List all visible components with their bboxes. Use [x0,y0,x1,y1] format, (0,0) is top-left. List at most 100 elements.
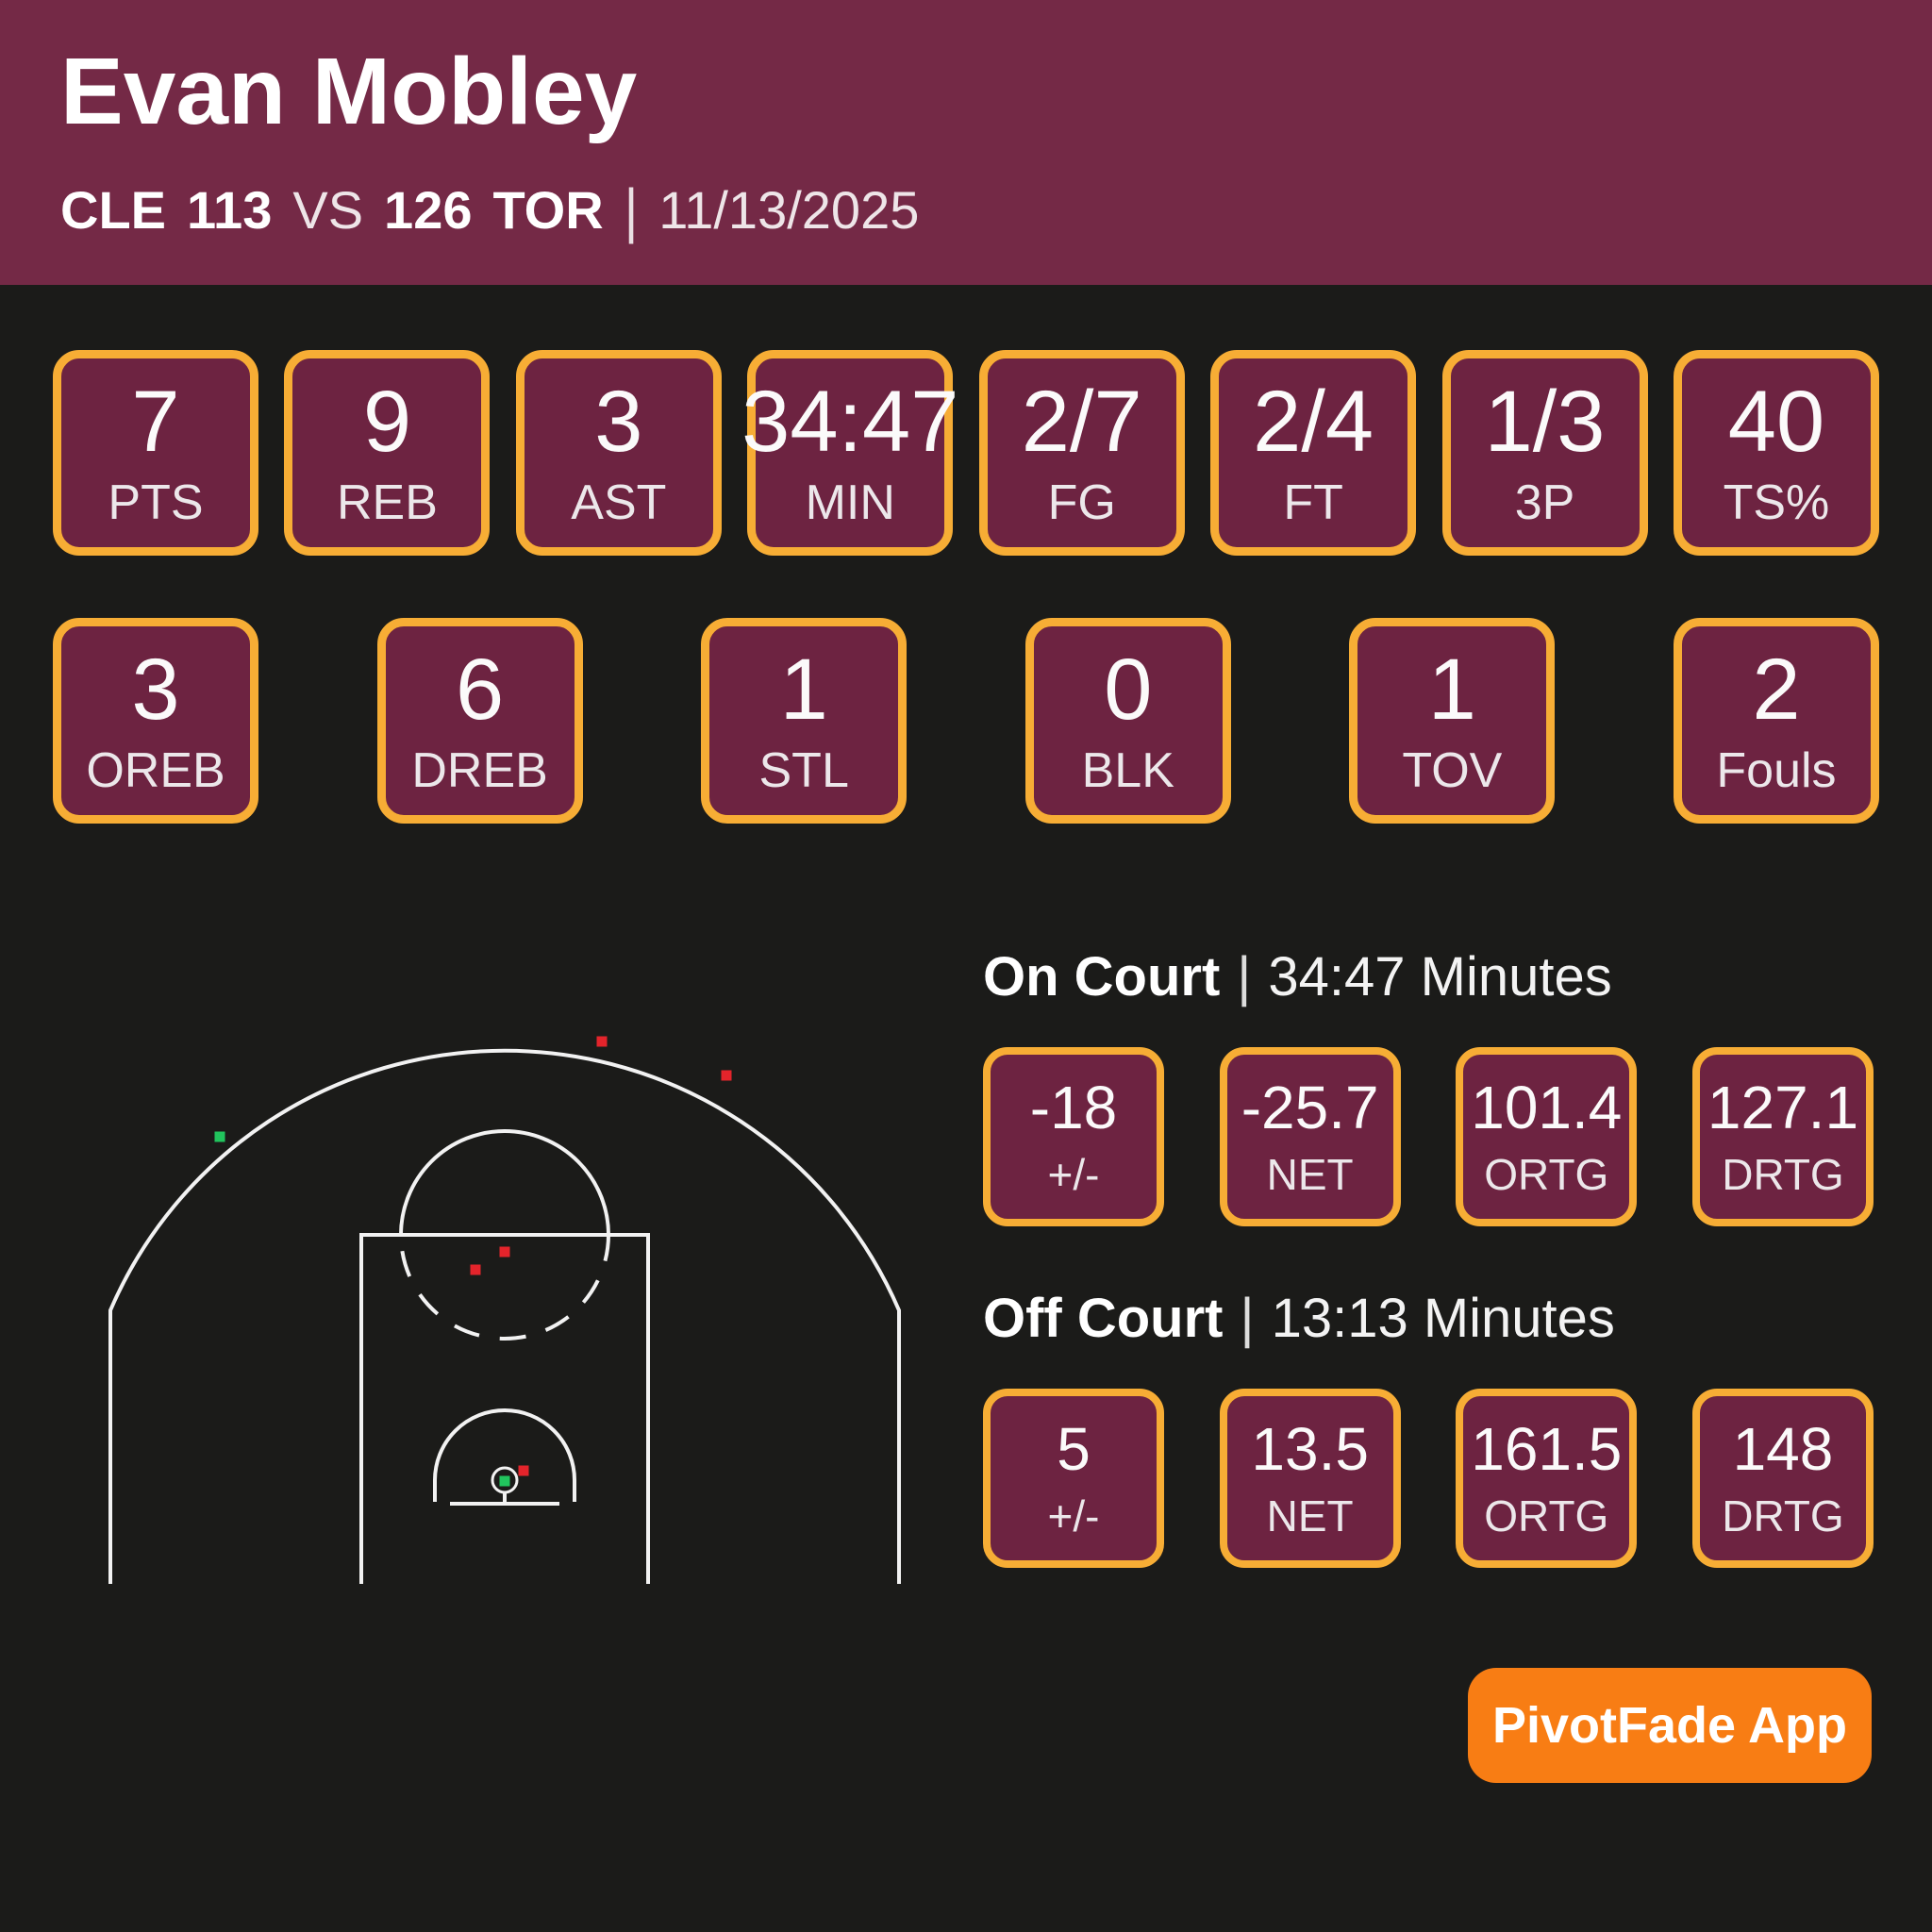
stat-value: -18 [1029,1074,1118,1141]
stat-label: MIN [805,475,895,530]
stat-value: 148 [1732,1415,1834,1483]
stat-box-oreb: 3 OREB [53,618,258,824]
stat-value: 101.4 [1471,1074,1623,1141]
shot-marker-miss [518,1465,529,1476]
shot-marker-miss [596,1036,608,1047]
stat-value: 9 [362,374,411,470]
off-court-separator: | [1240,1288,1255,1349]
stat-box-dreb: 6 DREB [376,618,583,824]
stat-value: 127.1 [1707,1074,1859,1141]
stat-label: STL [758,743,849,798]
page-title: Evan Mobley [60,39,638,144]
shot-marker-miss [721,1070,732,1081]
stat-label: DRTG [1722,1150,1844,1199]
free-throw-circle-top [399,1129,610,1236]
stat-box-min: 34:47 MIN [741,350,958,556]
stat-label: BLK [1081,743,1174,798]
stat-box-ortg: 161.5 ORTG [1456,1389,1638,1568]
stat-label: TS% [1723,475,1830,530]
shot-marker-miss [499,1246,510,1257]
key-lines [359,1233,650,1584]
stat-label: NET [1266,1150,1354,1199]
on-court-stats-grid: -18 +/- -25.7 NET 101.4 ORTG 127.1 DRTG [983,1047,1874,1226]
home-team: TOR [492,180,604,240]
pivotfade-app-button[interactable]: PivotFade App [1468,1668,1872,1783]
stat-box-fg: 2/7 FG [978,350,1185,556]
vs-label: VS [292,180,364,240]
stat-value: 2/7 [1021,374,1142,470]
stat-value: 0 [1104,641,1153,738]
scoreline-separator: | [624,175,639,244]
stat-value: 7 [131,374,180,470]
stat-label: ORTG [1484,1150,1609,1199]
stat-value: 34:47 [741,374,959,470]
stat-box-3p: 1/3 3P [1441,350,1648,556]
stat-value: 6 [456,641,505,738]
scoreline: CLE 113 VS 126 TOR | 11/13/2025 [60,175,1932,243]
shot-marker-made [499,1475,510,1487]
stat-label: +/- [1047,1150,1100,1199]
away-team: CLE [60,180,166,240]
stat-value: 13.5 [1251,1415,1369,1483]
stat-box-tov: 1 TOV [1349,618,1556,824]
stat-box-reb: 9 REB [284,350,491,556]
on-court-minutes: 34:47 Minutes [1268,946,1612,1008]
stat-box-net: 13.5 NET [1219,1389,1401,1568]
stat-value: 40 [1727,374,1825,470]
stat-box-ast: 3 AST [515,350,722,556]
restricted-area-arc [433,1408,576,1502]
stat-value: 161.5 [1471,1415,1623,1483]
stat-value: 1 [779,641,828,738]
stat-box-stl: 1 STL [701,618,908,824]
off-court-header: Off Court | 13:13 Minutes [983,1287,1874,1349]
stat-box-plus-minus: 5 +/- [983,1389,1164,1568]
off-court-stats-grid: 5 +/- 13.5 NET 161.5 ORTG 148 DRTG [983,1389,1874,1568]
stat-label: 3P [1514,475,1575,530]
on-court-header: On Court | 34:47 Minutes [983,945,1874,1008]
stat-box-net: -25.7 NET [1219,1047,1401,1226]
stat-label: FG [1047,475,1116,530]
stat-value: 3 [131,641,180,738]
stat-value: 1/3 [1484,374,1606,470]
shot-chart [57,1019,943,1604]
stat-box-fouls: 2 Fouls [1673,618,1879,824]
stat-label: ORTG [1484,1491,1609,1541]
stat-box-ft: 2/4 FT [1210,350,1417,556]
stat-box-blk: 0 BLK [1024,618,1231,824]
halfcourt-diagram [108,1036,901,1584]
shot-markers-layer [214,1036,732,1487]
header: Evan Mobley CLE 113 VS 126 TOR | 11/13/2… [0,0,1932,285]
on-court-separator: | [1237,946,1252,1008]
stat-box-ortg: 101.4 ORTG [1456,1047,1638,1226]
stat-label: Fouls [1716,743,1837,798]
stat-label: +/- [1047,1491,1100,1541]
stat-value: 3 [594,374,643,470]
box-stats-grid: 7 PTS 9 REB 3 AST 34:47 MIN 2/7 FG 2/4 FT 1/3 3P 40 TS%… [53,350,1879,824]
stat-label: PTS [108,475,204,530]
stat-label: FT [1283,475,1343,530]
stat-value: -25.7 [1241,1074,1379,1141]
three-point-line [108,1048,901,1584]
stat-label: TOV [1402,743,1503,798]
stat-box-drtg: 127.1 DRTG [1691,1047,1874,1226]
away-score: 113 [187,180,273,240]
stat-box-pts: 7 PTS [53,350,258,556]
stat-label: AST [571,475,667,530]
stat-value: 1 [1427,641,1476,738]
stat-label: DRTG [1722,1491,1844,1541]
game-date: 11/13/2025 [658,180,920,240]
off-court-minutes: 13:13 Minutes [1271,1288,1615,1349]
shot-marker-made [214,1131,225,1142]
stat-value: 5 [1057,1415,1091,1483]
stat-box-plus-minus: -18 +/- [983,1047,1164,1226]
stat-box-ts-pct: 40 TS% [1673,350,1879,556]
off-court-title: Off Court [983,1288,1224,1349]
home-score: 126 [384,180,473,240]
stat-label: DREB [411,743,548,798]
stat-value: 2/4 [1253,374,1374,470]
stat-label: REB [336,475,438,530]
stat-label: OREB [86,743,225,798]
stat-box-drtg: 148 DRTG [1691,1389,1874,1568]
shot-marker-miss [470,1264,481,1275]
stat-label: NET [1266,1491,1354,1541]
